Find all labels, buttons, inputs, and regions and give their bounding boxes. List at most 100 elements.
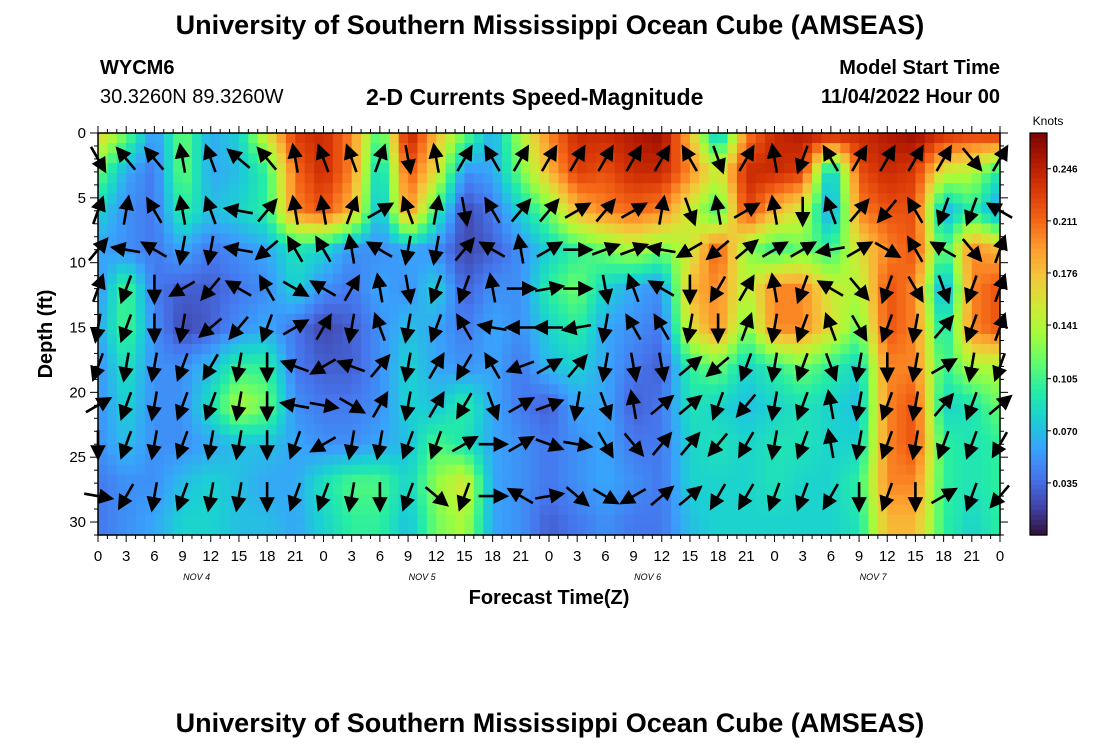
heatmap-cell — [671, 283, 682, 295]
heatmap-cell — [821, 233, 832, 245]
heatmap-cell — [126, 434, 137, 446]
heatmap-cell — [464, 494, 475, 506]
heatmap-cell — [924, 233, 935, 245]
heatmap-cell — [840, 213, 851, 225]
heatmap-cell — [934, 394, 945, 405]
heatmap-cell — [163, 303, 174, 315]
heatmap-cell — [351, 233, 362, 245]
heatmap-cell — [652, 173, 663, 184]
current-vector — [400, 352, 416, 383]
current-vector — [851, 430, 867, 461]
heatmap-cell — [144, 313, 155, 325]
heatmap-cell — [201, 263, 212, 275]
heatmap-cell — [953, 143, 964, 154]
heatmap-cell — [464, 464, 475, 476]
heatmap-cell — [558, 223, 569, 235]
heatmap-cell — [671, 344, 682, 355]
heatmap-cell — [220, 193, 231, 204]
heatmap-cell — [718, 444, 729, 456]
heatmap-cell — [257, 293, 268, 305]
heatmap-cell — [379, 293, 390, 305]
heatmap-cell — [267, 313, 278, 325]
heatmap-cell — [924, 404, 935, 415]
x-tick-label: 0 — [94, 548, 102, 565]
heatmap-cell — [135, 434, 146, 446]
heatmap-cell — [953, 414, 964, 426]
heatmap-cell — [483, 434, 494, 446]
heatmap-cell — [680, 464, 691, 476]
heatmap-cell — [436, 213, 447, 225]
current-vector — [936, 275, 952, 305]
heatmap-cell — [793, 303, 804, 315]
heatmap-cell — [661, 424, 672, 436]
heatmap-cell — [708, 273, 719, 285]
heatmap-cell — [614, 444, 625, 456]
heatmap-cell — [144, 303, 155, 315]
heatmap-cell — [624, 334, 635, 345]
heatmap-cell — [154, 283, 165, 295]
heatmap-cell — [210, 183, 221, 194]
heatmap-cell — [163, 404, 174, 415]
heatmap-cell — [727, 173, 738, 184]
heatmap-cell — [765, 394, 776, 405]
heatmap-cell — [464, 394, 475, 405]
heatmap-cell — [267, 514, 278, 526]
heatmap-cell — [502, 514, 513, 526]
heatmap-cell — [924, 273, 935, 285]
heatmap-cell — [257, 384, 268, 395]
heatmap-cell — [624, 303, 635, 315]
heatmap-cell — [361, 434, 372, 446]
heatmap-cell — [727, 253, 738, 265]
heatmap-cell — [314, 273, 325, 285]
heatmap-cell — [595, 183, 606, 194]
current-vector — [202, 430, 219, 461]
heatmap-cell — [314, 173, 325, 184]
heatmap-cell — [699, 364, 710, 375]
heatmap-cell — [304, 143, 315, 154]
heatmap-cell — [492, 344, 503, 355]
heatmap-cell — [502, 524, 513, 536]
heatmap-cell — [229, 434, 240, 446]
heatmap-cell — [248, 524, 259, 536]
heatmap-cell — [727, 223, 738, 235]
heatmap-cell — [849, 424, 860, 436]
heatmap-cell — [868, 163, 879, 174]
current-vector — [309, 358, 337, 375]
heatmap-cell — [877, 243, 888, 255]
x-tick-label: 21 — [738, 548, 755, 565]
heatmap-cell — [201, 223, 212, 235]
heatmap-cell — [830, 173, 841, 184]
heatmap-cell — [567, 384, 578, 395]
heatmap-cell — [830, 454, 841, 466]
heatmap-cell — [210, 374, 221, 385]
heatmap-cell — [830, 293, 841, 305]
heatmap-cell — [445, 484, 456, 496]
heatmap-cell — [943, 273, 954, 285]
heatmap-cell — [887, 404, 898, 415]
heatmap-cell — [210, 213, 221, 225]
colorbar-segment — [1030, 303, 1047, 310]
heatmap-cell — [680, 203, 691, 214]
heatmap-cell — [426, 213, 437, 225]
heatmap-cell — [736, 143, 747, 154]
heatmap-cell — [924, 293, 935, 305]
current-vector — [595, 198, 617, 223]
heatmap-cell — [558, 374, 569, 385]
heatmap-cell — [408, 183, 419, 194]
heatmap-cell — [868, 344, 879, 355]
heatmap-cell — [793, 524, 804, 536]
heatmap-cell — [144, 283, 155, 295]
heatmap-cell — [398, 454, 409, 466]
heatmap-cell — [248, 414, 259, 426]
heatmap-cell — [840, 484, 851, 496]
heatmap-cell — [473, 273, 484, 285]
heatmap-cell — [567, 263, 578, 275]
heatmap-cell — [464, 524, 475, 536]
heatmap-cell — [558, 143, 569, 154]
heatmap-cell — [379, 163, 390, 174]
heatmap-cell — [746, 464, 757, 476]
heatmap-cell — [699, 394, 710, 405]
heatmap-cell — [595, 514, 606, 526]
heatmap-cell — [295, 494, 306, 506]
heatmap-cell — [379, 243, 390, 255]
